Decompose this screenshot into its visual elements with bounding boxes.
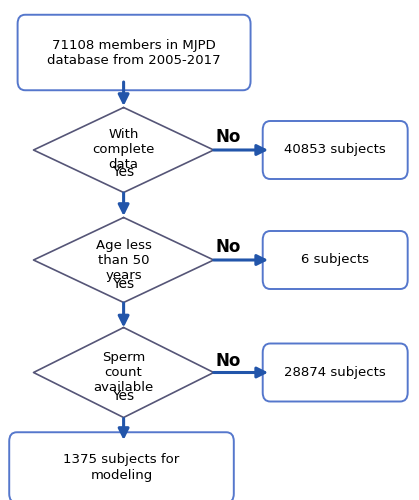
Text: Yes: Yes — [113, 277, 134, 291]
FancyBboxPatch shape — [263, 344, 408, 402]
FancyBboxPatch shape — [18, 14, 251, 90]
FancyBboxPatch shape — [9, 432, 234, 500]
Text: 1375 subjects for
modeling: 1375 subjects for modeling — [63, 454, 180, 481]
FancyBboxPatch shape — [263, 121, 408, 179]
Text: No: No — [216, 128, 241, 146]
Text: 71108 members in MJPD
database from 2005-2017: 71108 members in MJPD database from 2005… — [47, 38, 221, 66]
Text: Yes: Yes — [113, 390, 134, 404]
Text: 28874 subjects: 28874 subjects — [285, 366, 386, 379]
Text: Yes: Yes — [113, 165, 134, 179]
Text: Age less
than 50
years: Age less than 50 years — [96, 238, 152, 282]
Text: No: No — [216, 238, 241, 256]
Text: Sperm
count
available: Sperm count available — [93, 351, 154, 394]
Text: 40853 subjects: 40853 subjects — [285, 144, 386, 156]
Text: No: No — [216, 352, 241, 370]
FancyBboxPatch shape — [263, 231, 408, 289]
Text: 6 subjects: 6 subjects — [301, 254, 369, 266]
Text: With
complete
data: With complete data — [93, 128, 155, 172]
